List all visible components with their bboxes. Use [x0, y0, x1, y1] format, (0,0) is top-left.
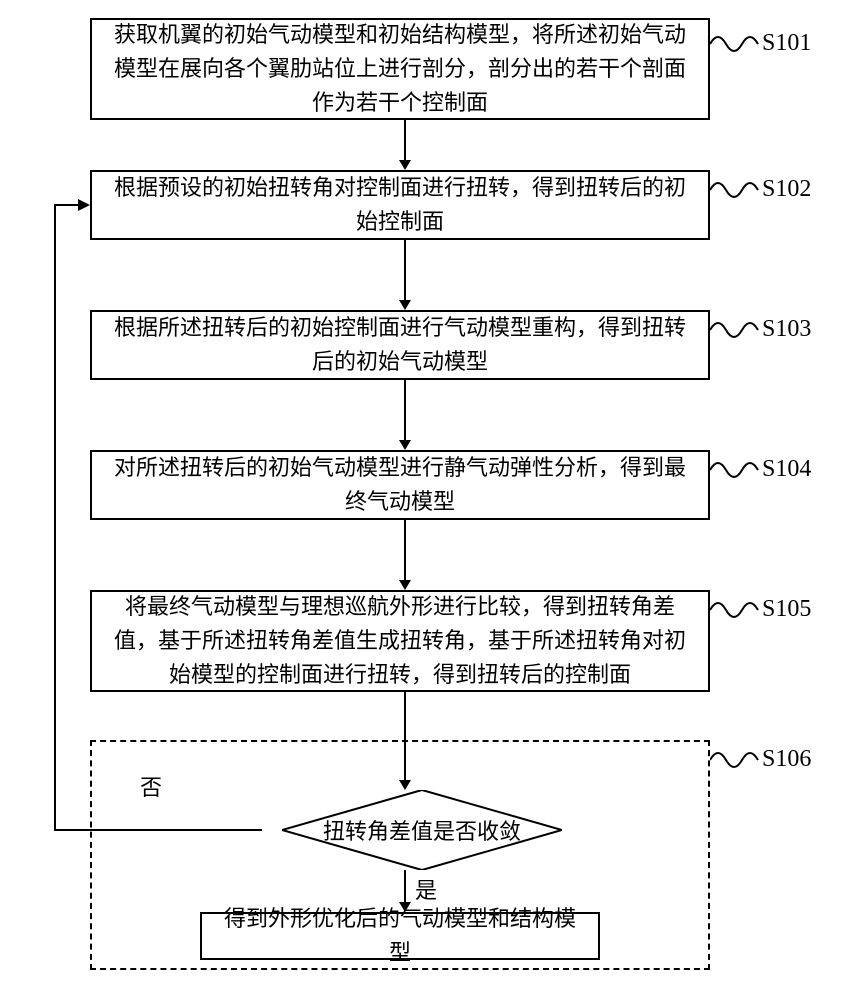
flowchart-canvas: 获取机翼的初始气动模型和初始结构模型，将所述初始气动模型在展向各个翼肋站位上进行…	[0, 0, 844, 1000]
squiggle-s101	[710, 30, 760, 58]
step-s101: 获取机翼的初始气动模型和初始结构模型，将所述初始气动模型在展向各个翼肋站位上进行…	[90, 18, 710, 120]
arrow-5-6	[395, 692, 415, 790]
squiggle-s102	[710, 176, 760, 204]
squiggle-s103	[710, 316, 760, 344]
squiggle-s104	[710, 456, 760, 484]
label-s101: S101	[762, 30, 811, 57]
decision-diamond: 扭转角差值是否收敛	[282, 790, 562, 870]
arrow-4-5	[395, 520, 415, 590]
label-s105: S105	[762, 596, 811, 623]
feedback-arrow	[45, 195, 275, 840]
decision-text: 扭转角差值是否收敛	[293, 814, 551, 846]
squiggle-s105	[710, 596, 760, 624]
squiggle-s106	[710, 746, 760, 774]
label-s104: S104	[762, 456, 811, 483]
result-box: 得到外形优化后的气动模型和结构模型	[200, 912, 600, 960]
arrow-1-2	[395, 120, 415, 170]
arrow-diamond-result	[395, 870, 415, 912]
step-text: 获取机翼的初始气动模型和初始结构模型，将所述初始气动模型在展向各个翼肋站位上进行…	[110, 18, 690, 120]
label-s102: S102	[762, 176, 811, 203]
label-yes: 是	[415, 873, 437, 905]
arrow-3-4	[395, 380, 415, 450]
result-text: 得到外形优化后的气动模型和结构模型	[220, 902, 580, 970]
label-s103: S103	[762, 316, 811, 343]
arrow-2-3	[395, 240, 415, 310]
label-s106: S106	[762, 746, 811, 773]
